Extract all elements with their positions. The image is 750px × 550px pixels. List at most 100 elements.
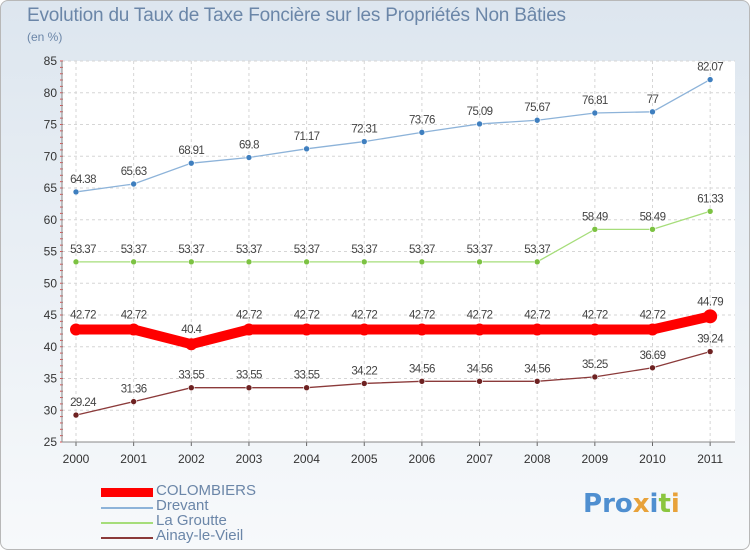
data-label-ainay-le-vieil: 36.69 <box>640 350 666 362</box>
legend-swatch <box>101 488 153 497</box>
y-tick-label: 85 <box>44 54 58 68</box>
data-label-drevant: 75.09 <box>467 106 493 118</box>
data-label-colombiers: 42.72 <box>351 309 377 321</box>
series-point-la-groutte <box>360 258 368 266</box>
data-label-colombiers: 42.72 <box>121 309 147 321</box>
logo-letter: t <box>658 489 671 519</box>
series-point-drevant <box>188 159 195 167</box>
series-point-la-groutte <box>188 258 195 266</box>
y-tick-label: 25 <box>44 435 58 449</box>
series-point-drevant <box>591 109 599 117</box>
logo-letter: i <box>670 489 680 519</box>
x-tick-label: 2007 <box>466 452 493 466</box>
x-tick-label: 2002 <box>178 452 205 466</box>
series-line-la-groutte <box>76 210 711 263</box>
legend-swatch <box>101 536 153 539</box>
series-point-la-groutte <box>418 258 426 266</box>
grid-layer <box>62 60 735 443</box>
data-label-drevant: 77 <box>647 94 659 106</box>
x-tick-label: 2009 <box>581 452 608 466</box>
y-tick-label: 50 <box>44 276 58 290</box>
data-label-la-groutte: 58.49 <box>640 211 666 223</box>
axis-layer: 25 30 35 40 45 50 55 60 65 70 75 80 85 2000 2001 2002 20… <box>44 54 735 466</box>
series-point-colombiers <box>588 323 601 336</box>
y-tick-label: 75 <box>44 118 58 132</box>
series-point-colombiers <box>358 323 371 336</box>
series-point-drevant <box>245 154 253 161</box>
y-tick-label: 70 <box>44 149 58 163</box>
x-tick-label: 2001 <box>120 452 147 466</box>
data-label-la-groutte: 53.37 <box>236 244 262 256</box>
data-label-ainay-le-vieil: 34.56 <box>409 363 435 375</box>
series-point-ainay-le-vieil <box>476 377 483 385</box>
legend-swatch <box>101 521 153 524</box>
series-point-ainay-le-vieil <box>533 377 541 385</box>
data-label-colombiers: 42.72 <box>294 309 320 321</box>
logo-letter: o <box>614 489 633 519</box>
series-point-ainay-le-vieil <box>591 373 599 381</box>
data-label-ainay-le-vieil: 33.55 <box>178 370 204 382</box>
series-point-drevant <box>706 76 714 83</box>
series-point-colombiers <box>127 323 140 336</box>
data-label-drevant: 71.17 <box>294 131 320 143</box>
y-tick-label: 65 <box>44 181 58 195</box>
x-tick-label: 2000 <box>63 452 90 466</box>
data-label-la-groutte: 53.37 <box>121 244 147 256</box>
y-tick-label: 80 <box>44 86 58 100</box>
data-label-colombiers: 40.4 <box>181 324 202 336</box>
series-point-ainay-le-vieil <box>706 348 714 355</box>
data-label-ainay-le-vieil: 34.56 <box>524 363 550 375</box>
series-point-drevant <box>418 129 426 136</box>
series-point-colombiers <box>242 323 255 336</box>
data-label-colombiers: 42.72 <box>409 309 435 321</box>
chart-title: Evolution du Taux de Taxe Foncière sur l… <box>27 5 566 26</box>
data-label-colombiers: 44.79 <box>697 296 723 308</box>
data-label-ainay-le-vieil: 33.55 <box>236 370 262 382</box>
series-point-drevant <box>649 108 656 116</box>
series-point-ainay-le-vieil <box>418 377 426 385</box>
series-point-drevant <box>533 116 541 124</box>
data-label-la-groutte: 53.37 <box>178 244 204 256</box>
data-label-colombiers: 42.72 <box>640 309 666 321</box>
series-point-drevant <box>360 138 368 145</box>
data-label-drevant: 69.8 <box>239 140 259 152</box>
series-point-ainay-le-vieil <box>303 384 310 392</box>
data-label-la-groutte: 58.49 <box>582 211 608 223</box>
data-label-colombiers: 42.72 <box>70 309 96 321</box>
series-point-ainay-le-vieil <box>245 384 253 392</box>
data-label-drevant: 82.07 <box>697 62 723 74</box>
logo-letter: i <box>649 489 659 519</box>
y-tick-label: 55 <box>44 245 58 259</box>
y-tick-label: 35 <box>44 372 58 386</box>
y-tick-label: 45 <box>44 308 58 322</box>
series-point-colombiers <box>415 323 428 336</box>
series-point-la-groutte <box>649 226 656 233</box>
data-label-la-groutte: 53.37 <box>351 244 377 256</box>
data-label-la-groutte: 61.33 <box>697 193 723 205</box>
legend-label: COLOMBIERS <box>156 482 257 499</box>
data-label-drevant: 72.31 <box>351 124 377 136</box>
data-label-la-groutte: 53.37 <box>70 244 96 256</box>
series-point-la-groutte <box>72 258 80 266</box>
series-point-la-groutte <box>706 208 714 215</box>
legend-label: Ainay-le-Vieil <box>156 527 244 544</box>
legend-label: Drevant <box>156 497 209 514</box>
series-point-colombiers <box>703 309 718 324</box>
x-tick-label: 2006 <box>409 452 436 466</box>
x-tick-label: 2003 <box>236 452 263 466</box>
x-tick-label: 2004 <box>293 452 320 466</box>
label-layer: 64.38 65.63 68.91 69.8 71.17 72.31 73.76 75.09 7… <box>70 62 725 409</box>
series-point-colombiers <box>646 323 659 336</box>
data-label-drevant: 75.67 <box>524 102 550 114</box>
data-label-ainay-le-vieil: 33.55 <box>294 370 320 382</box>
data-label-ainay-le-vieil: 35.25 <box>582 359 608 371</box>
proxiti-logo: Proxiti <box>583 489 680 519</box>
data-label-ainay-le-vieil: 34.22 <box>351 365 377 377</box>
y-tick-label: 60 <box>44 213 58 227</box>
data-label-la-groutte: 53.37 <box>524 244 550 256</box>
series-point-ainay-le-vieil <box>72 411 80 419</box>
data-label-drevant: 65.63 <box>121 166 147 178</box>
data-label-la-groutte: 53.37 <box>409 244 435 256</box>
